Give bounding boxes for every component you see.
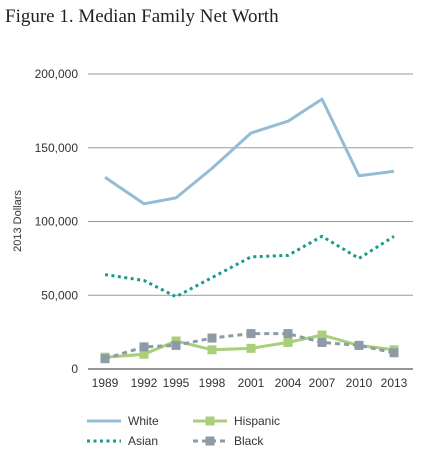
legend: White Asian Hispanic Black bbox=[87, 414, 280, 448]
data-point bbox=[139, 342, 149, 352]
y-tick-label: 0 bbox=[71, 362, 78, 376]
legend-item-asian: Asian bbox=[87, 434, 158, 448]
legend-label: White bbox=[128, 414, 159, 428]
y-tick-label: 50,000 bbox=[41, 288, 78, 302]
data-point bbox=[207, 345, 217, 355]
x-tick-label: 1992 bbox=[131, 376, 158, 390]
data-point bbox=[389, 348, 399, 358]
x-tick-label: 1998 bbox=[199, 376, 226, 390]
y-tick-label: 200,000 bbox=[35, 67, 79, 81]
series-line-asian bbox=[104, 234, 395, 299]
legend-label: Black bbox=[234, 434, 264, 448]
data-point bbox=[171, 340, 181, 350]
series-lines bbox=[100, 97, 399, 364]
grid-lines bbox=[88, 73, 413, 370]
y-tick-label: 100,000 bbox=[35, 215, 79, 229]
legend-label: Hispanic bbox=[234, 414, 280, 428]
legend-item-hispanic: Hispanic bbox=[193, 414, 280, 428]
y-tick-labels: 0 50,000 100,000 150,000 200,000 bbox=[35, 67, 79, 376]
x-tick-labels: 1989 1992 1995 1998 2001 2004 2007 2010 2013 bbox=[92, 376, 408, 390]
data-point bbox=[100, 354, 110, 364]
data-point bbox=[246, 343, 256, 353]
x-tick-label: 2007 bbox=[309, 376, 336, 390]
x-tick-label: 1989 bbox=[92, 376, 119, 390]
legend-marker bbox=[205, 436, 215, 446]
series-white bbox=[104, 97, 395, 206]
chart-title: Figure 1. Median Family Net Worth bbox=[5, 6, 279, 27]
x-tick-label: 2010 bbox=[346, 376, 373, 390]
series-line-white bbox=[104, 97, 395, 206]
legend-item-black: Black bbox=[193, 434, 264, 448]
series-asian bbox=[104, 234, 395, 299]
data-point bbox=[283, 329, 293, 339]
data-point bbox=[246, 329, 256, 339]
x-tick-label: 2004 bbox=[275, 376, 302, 390]
data-point bbox=[207, 333, 217, 343]
series-black bbox=[100, 329, 399, 364]
data-point bbox=[139, 349, 149, 359]
data-point bbox=[317, 337, 327, 347]
x-tick-label: 1995 bbox=[163, 376, 190, 390]
data-point bbox=[354, 340, 364, 350]
x-tick-label: 2001 bbox=[238, 376, 265, 390]
x-tick-label: 2013 bbox=[381, 376, 408, 390]
legend-item-white: White bbox=[87, 414, 159, 428]
y-tick-label: 150,000 bbox=[35, 141, 79, 155]
data-point bbox=[283, 337, 293, 347]
legend-label: Asian bbox=[128, 434, 158, 448]
legend-marker bbox=[205, 416, 215, 426]
data-point bbox=[317, 330, 327, 340]
